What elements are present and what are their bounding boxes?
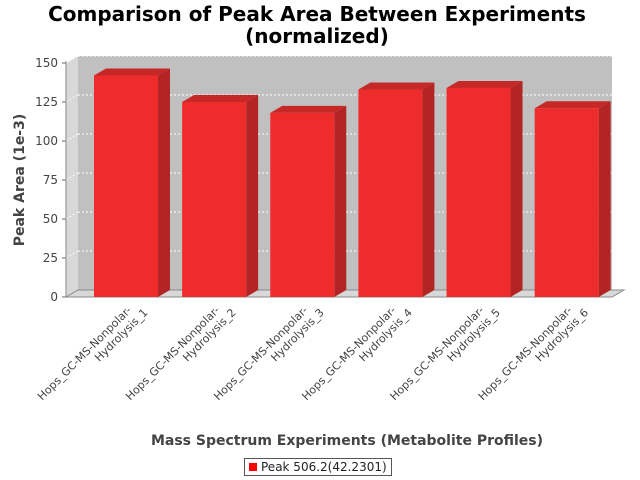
bar-top	[94, 68, 170, 76]
bar-top	[446, 80, 523, 88]
bar-top	[182, 95, 259, 102]
plot-left-wall	[66, 56, 78, 297]
y-axis-ticks: 0 25 50 75 100 125 150	[35, 56, 67, 304]
bar	[534, 101, 611, 298]
bar-front	[270, 112, 335, 297]
bar-front	[534, 108, 599, 298]
y-tick-label: 125	[35, 95, 58, 109]
bar-front	[182, 102, 247, 297]
x-axis-label: Mass Spectrum Experiments (Metabolite Pr…	[151, 433, 543, 449]
bar-side	[246, 95, 259, 297]
bar-side	[422, 82, 435, 298]
y-tick-label: 0	[50, 290, 58, 304]
y-tick-label: 25	[43, 251, 58, 265]
bar-side	[598, 101, 611, 298]
bar-front	[446, 87, 511, 298]
chart-title-line-1: Comparison of Peak Area Between Experime…	[48, 2, 586, 26]
bar	[358, 82, 435, 298]
bar-side	[158, 68, 170, 297]
chart-title-line-2: (normalized)	[245, 24, 389, 48]
bar	[446, 80, 523, 298]
bar-top	[358, 82, 435, 90]
bar-side	[510, 80, 523, 298]
x-category-label-line-1: Hops_GC-MS-Nonpolar-	[35, 304, 134, 403]
bars	[94, 68, 611, 298]
bar-side	[334, 105, 347, 297]
legend-label: Peak 506.2(42.2301)	[261, 460, 387, 474]
bar	[182, 95, 259, 297]
legend-swatch	[249, 463, 257, 471]
y-tick-label: 150	[35, 56, 58, 70]
y-tick-label: 50	[43, 212, 58, 226]
y-tick-label: 100	[35, 134, 58, 148]
bar-front	[94, 75, 158, 297]
bar	[270, 105, 347, 297]
y-axis-label: Peak Area (1e-3)	[12, 114, 28, 247]
x-axis-categories: Hops_GC-MS-Nonpolar-Hydrolysis_1Hops_GC-…	[35, 304, 591, 403]
bar-front	[358, 89, 423, 298]
legend: Peak 506.2(42.2301)	[244, 458, 392, 476]
bar-top	[534, 101, 611, 109]
y-tick-label: 75	[43, 173, 58, 187]
bar-top	[270, 105, 347, 113]
bar	[94, 68, 170, 297]
